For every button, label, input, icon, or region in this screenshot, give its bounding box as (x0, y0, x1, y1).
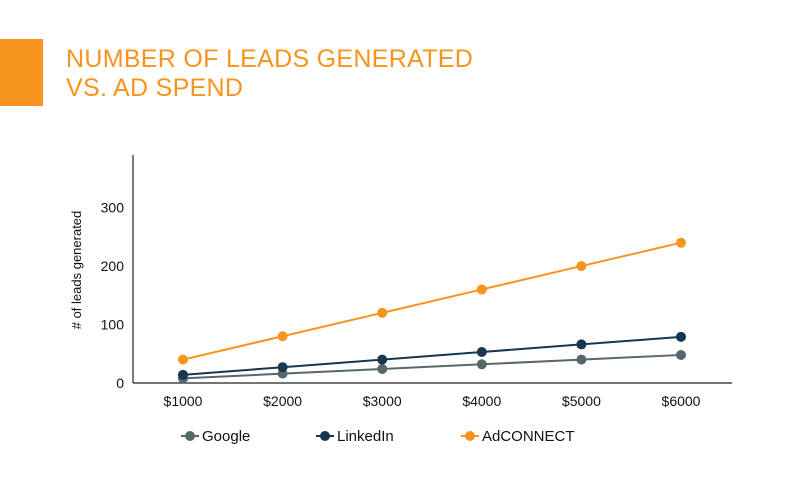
data-point-google (576, 354, 587, 365)
data-point-adconnect (476, 284, 487, 295)
data-point-google (476, 359, 487, 370)
legend-label-adconnect: AdCONNECT (482, 428, 575, 445)
legend-label-linkedin: LinkedIn (337, 428, 394, 445)
series-layer (178, 237, 686, 384)
series-linkedin (178, 331, 686, 380)
data-point-linkedin (178, 369, 188, 380)
legend-marker-google (185, 431, 195, 441)
y-tick-label: 200 (101, 258, 125, 274)
y-tick-label: 0 (116, 375, 124, 391)
legend-marker-linkedin (320, 431, 330, 441)
data-point-google (676, 349, 686, 360)
y-tick-labels: 0 100 200 300 (101, 200, 125, 391)
x-tick-label: $2000 (263, 393, 302, 409)
chart-title-line-1: NUMBER OF LEADS GENERATED (66, 45, 474, 73)
legend-item-adconnect: AdCONNECT (461, 428, 575, 445)
legend-item-linkedin: LinkedIn (316, 428, 394, 445)
data-point-linkedin (476, 347, 487, 358)
x-tick-label: $4000 (462, 393, 501, 409)
series-line-linkedin (182, 335, 682, 376)
axes (132, 155, 732, 384)
series-line-google (182, 353, 682, 380)
y-axis-title: # of leads generated (69, 211, 84, 330)
data-point-google (377, 363, 388, 374)
data-point-linkedin (277, 362, 288, 373)
chart-title: NUMBER OF LEADS GENERATED VS. AD SPEND (66, 45, 473, 103)
legend-marker-adconnect (465, 431, 475, 441)
x-tick-labels: $1000 $2000 $3000 $4000 $5000 $6000 (164, 393, 701, 409)
data-point-linkedin (576, 339, 587, 350)
data-point-adconnect (676, 237, 686, 248)
x-tick-label: $6000 (662, 393, 701, 409)
legend: Google LinkedIn AdCONNECT (181, 428, 575, 445)
chart-title-line-2: VS. AD SPEND (66, 74, 244, 102)
series-adconnect (178, 237, 686, 365)
data-point-linkedin (676, 331, 686, 342)
x-tick-label: $3000 (363, 393, 402, 409)
x-tick-label: $5000 (562, 393, 601, 409)
data-point-adconnect (377, 307, 388, 318)
y-tick-label: 300 (101, 200, 125, 216)
x-tick-label: $1000 (164, 393, 203, 409)
legend-item-google: Google (181, 428, 250, 445)
data-point-adconnect (277, 331, 288, 342)
y-tick-label: 100 (101, 317, 125, 333)
legend-label-google: Google (202, 428, 250, 445)
series-line-adconnect (182, 241, 682, 361)
data-point-linkedin (377, 354, 388, 365)
accent-block (0, 39, 43, 106)
data-point-adconnect (576, 261, 587, 272)
data-point-adconnect (178, 354, 188, 365)
